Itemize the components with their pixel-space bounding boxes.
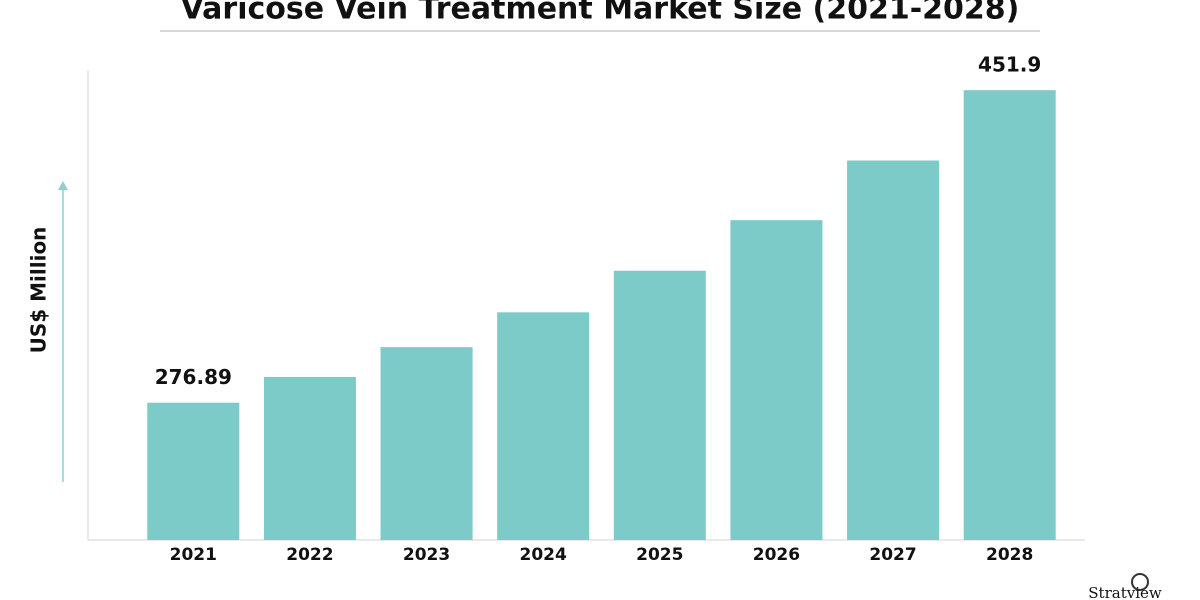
bar	[963, 90, 1056, 540]
bar	[613, 270, 706, 540]
x-tick-label: 2024	[520, 545, 567, 565]
logo-icon	[1131, 573, 1149, 591]
x-tick-label: 2026	[753, 545, 800, 565]
x-tick-label: 2028	[986, 545, 1033, 565]
x-tick-label: 2025	[636, 545, 683, 565]
logo: Stratview	[1088, 573, 1162, 600]
y-axis-label: US$ Million	[27, 227, 51, 354]
bar	[730, 220, 823, 540]
value-label: 451.9	[978, 53, 1041, 77]
bar	[263, 376, 356, 540]
x-tick-label: 2021	[170, 545, 217, 565]
bar	[147, 402, 240, 540]
chart-title: Varicose Vein Treatment Market Size (202…	[181, 0, 1020, 27]
axis-arrow-head	[58, 181, 68, 190]
bar	[497, 312, 590, 540]
x-tick-label: 2027	[869, 545, 916, 565]
bar	[380, 347, 473, 540]
bar	[847, 160, 940, 541]
x-tick-label: 2023	[403, 545, 450, 565]
value-label: 276.89	[155, 365, 232, 389]
x-tick-label: 2022	[286, 545, 333, 565]
logo-text: Stratview	[1088, 584, 1162, 600]
